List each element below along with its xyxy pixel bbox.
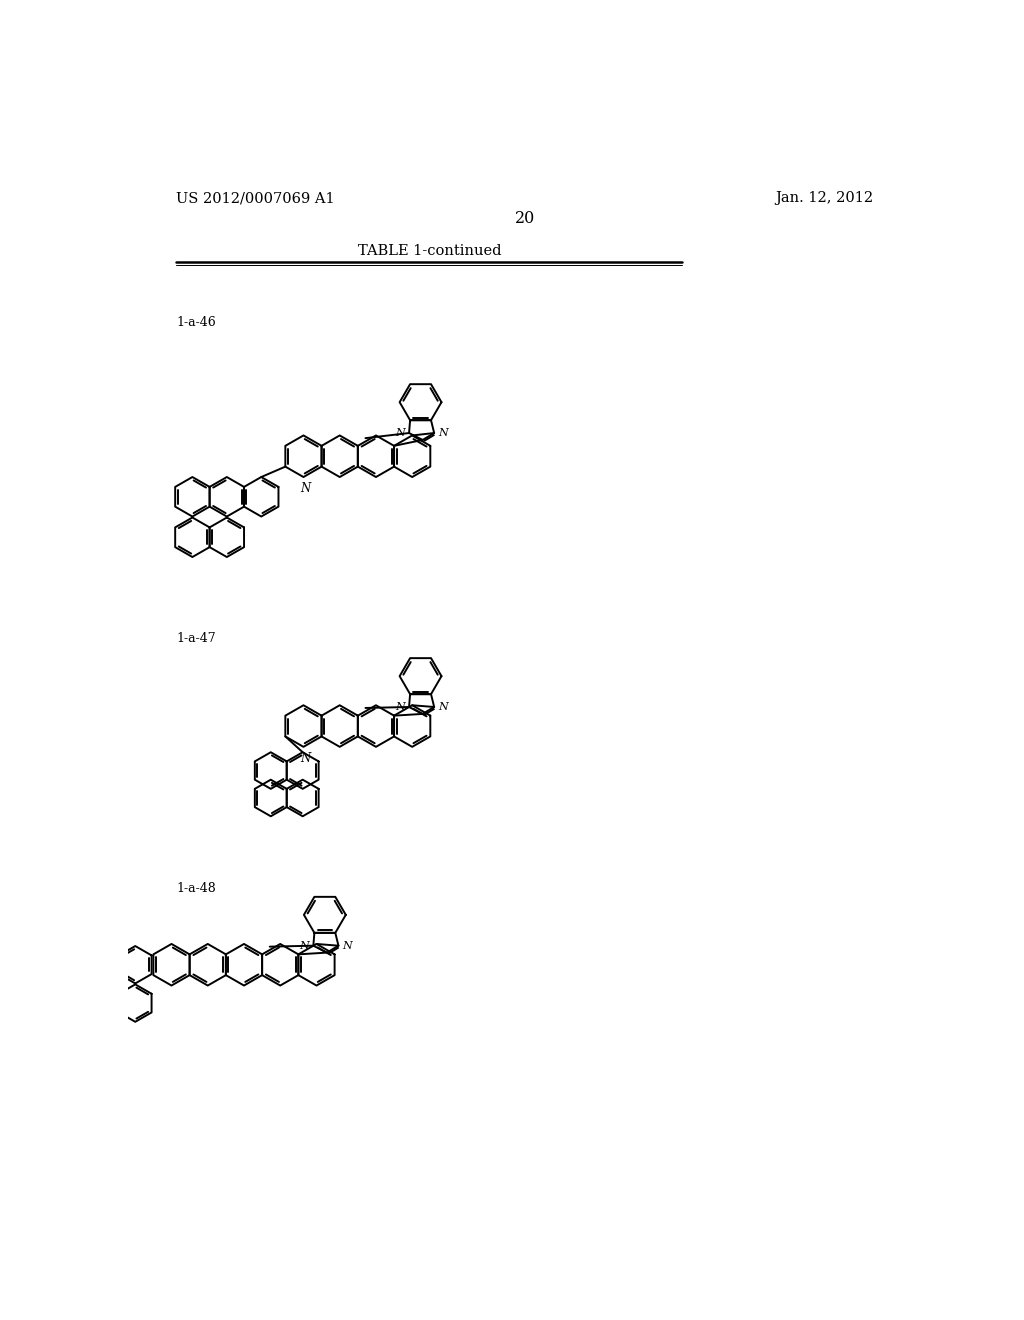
Text: N: N xyxy=(438,702,447,711)
Text: N: N xyxy=(300,752,310,766)
Text: US 2012/0007069 A1: US 2012/0007069 A1 xyxy=(176,191,335,206)
Text: N: N xyxy=(342,941,352,950)
Text: N: N xyxy=(395,428,406,438)
Text: 20: 20 xyxy=(515,210,535,227)
Text: 1-a-47: 1-a-47 xyxy=(176,632,216,645)
Text: 1-a-46: 1-a-46 xyxy=(176,317,216,329)
Text: N: N xyxy=(300,482,310,495)
Text: N: N xyxy=(300,941,309,950)
Text: TABLE 1-continued: TABLE 1-continued xyxy=(358,244,502,257)
Text: 1-a-48: 1-a-48 xyxy=(176,882,216,895)
Text: N: N xyxy=(395,702,406,711)
Text: N: N xyxy=(438,428,447,438)
Text: Jan. 12, 2012: Jan. 12, 2012 xyxy=(775,191,873,206)
